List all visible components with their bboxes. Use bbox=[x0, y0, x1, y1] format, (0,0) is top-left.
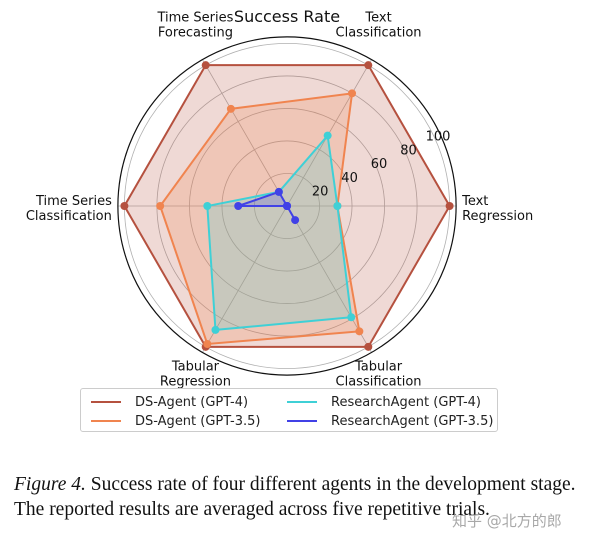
data-point bbox=[203, 202, 212, 210]
radial-tick-label: 100 bbox=[426, 130, 451, 145]
legend-swatch bbox=[91, 420, 121, 422]
radial-tick-label: 40 bbox=[341, 171, 358, 186]
data-point bbox=[203, 339, 212, 348]
legend-label: DS-Agent (GPT-3.5) bbox=[135, 413, 261, 429]
outer-frame bbox=[117, 36, 457, 376]
category-label: Text Classification bbox=[336, 10, 422, 40]
data-point bbox=[364, 61, 373, 70]
radar-series bbox=[120, 61, 454, 351]
data-point bbox=[211, 325, 220, 334]
category-label: Tabular Classification bbox=[336, 360, 422, 390]
data-point bbox=[156, 202, 165, 210]
category-label-line: Regression bbox=[462, 209, 533, 224]
legend-label: DS-Agent (GPT-4) bbox=[135, 394, 249, 410]
radial-tick-label: 60 bbox=[371, 157, 388, 172]
figure-label: Figure 4. bbox=[14, 474, 86, 495]
data-point bbox=[201, 61, 210, 70]
radar-grid bbox=[117, 36, 457, 376]
data-point bbox=[274, 187, 283, 196]
legend-label: ResearchAgent (GPT-4) bbox=[331, 394, 482, 410]
grid-spoke bbox=[202, 59, 288, 207]
category-label-line: Tabular bbox=[354, 360, 403, 375]
category-label-line: Text bbox=[461, 194, 488, 209]
category-label-line: Classification bbox=[336, 375, 422, 390]
figure-caption: Figure 4. Success rate of four different… bbox=[14, 472, 594, 522]
legend-item: ResearchAgent (GPT-3.5) bbox=[287, 412, 493, 430]
data-point bbox=[283, 202, 291, 210]
category-label-line: Tabular bbox=[171, 360, 220, 375]
legend-item: ResearchAgent (GPT-4) bbox=[287, 393, 481, 411]
data-point bbox=[291, 216, 300, 225]
radial-tick-label: 20 bbox=[312, 185, 329, 200]
data-point bbox=[226, 104, 235, 113]
data-point bbox=[355, 327, 364, 336]
data-point bbox=[234, 202, 243, 210]
category-label-line: Regression bbox=[160, 375, 231, 390]
data-point bbox=[364, 342, 373, 351]
legend-item: DS-Agent (GPT-4) bbox=[91, 393, 248, 411]
caption-text: Success rate of four different agents in… bbox=[14, 474, 576, 520]
category-label-line: Time Series bbox=[35, 194, 112, 209]
category-label-line: Classification bbox=[26, 209, 112, 224]
radial-tick-label: 80 bbox=[400, 143, 417, 158]
legend-label: ResearchAgent (GPT-3.5) bbox=[331, 413, 494, 429]
category-label-line: Text bbox=[364, 10, 391, 25]
data-point bbox=[445, 202, 454, 210]
category-label: Time Series Forecasting bbox=[156, 10, 233, 40]
category-label: Time Series Classification bbox=[26, 194, 112, 224]
category-label-line: Forecasting bbox=[158, 25, 233, 40]
category-label-line: Classification bbox=[336, 25, 422, 40]
data-point bbox=[333, 202, 342, 210]
watermark: 知乎 @北方的郎 bbox=[452, 512, 562, 530]
data-point bbox=[347, 313, 356, 322]
category-label-line: Time Series bbox=[156, 10, 233, 25]
legend-item: DS-Agent (GPT-3.5) bbox=[91, 412, 260, 430]
data-point bbox=[348, 89, 357, 98]
legend-swatch bbox=[287, 420, 317, 422]
legend-swatch bbox=[91, 401, 121, 403]
legend: DS-Agent (GPT-4) DS-Agent (GPT-3.5) Rese… bbox=[80, 388, 498, 432]
category-label: Tabular Regression bbox=[160, 360, 231, 390]
legend-swatch bbox=[287, 401, 317, 403]
series-fill bbox=[207, 135, 352, 330]
data-point bbox=[323, 131, 332, 140]
category-label: Text Regression bbox=[461, 194, 533, 224]
chart-title: Success Rate bbox=[234, 7, 340, 26]
data-point bbox=[120, 202, 129, 210]
series-3 bbox=[234, 187, 300, 225]
